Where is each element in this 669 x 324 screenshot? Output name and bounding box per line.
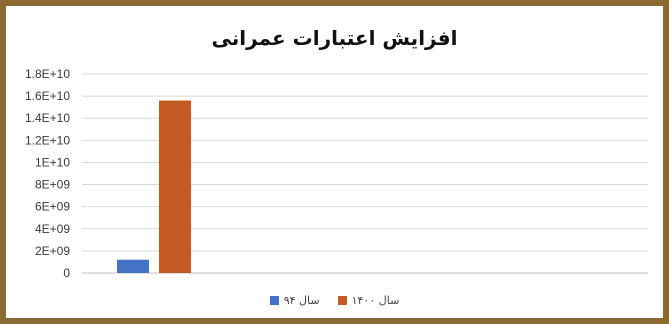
y-tick-label: 8E+09 <box>35 178 70 192</box>
legend-label-series-1: سال ۹۴ <box>283 294 320 307</box>
legend-swatch-series-1 <box>269 296 279 305</box>
y-tick-label: 0 <box>63 266 70 280</box>
chart-title: افزایش اعتبارات عمرانی <box>211 26 458 50</box>
y-tick-label: 1.4E+10 <box>25 111 70 125</box>
y-axis: 0 2E+09 4E+09 6E+09 8E+09 1E+10 1.2E+10 1.4E+10… <box>25 67 70 280</box>
y-tick-label: 1.6E+10 <box>25 89 70 103</box>
y-tick-label: 1.8E+10 <box>25 67 70 81</box>
y-tick-label: 1E+10 <box>35 155 70 169</box>
y-tick-label: 6E+09 <box>35 200 70 214</box>
legend-item-series-2: سال ۱۴۰۰ <box>337 294 400 307</box>
y-tick-label: 4E+09 <box>35 222 70 236</box>
legend-label-series-2: سال ۱۴۰۰ <box>351 294 400 307</box>
bar-series-1 <box>117 259 149 273</box>
legend-swatch-series-2 <box>337 296 347 305</box>
bar-series-2 <box>159 100 191 274</box>
y-tick-label: 2E+09 <box>35 244 70 258</box>
legend: سال ۹۴ سال ۱۴۰۰ <box>0 294 669 307</box>
legend-item-series-1: سال ۹۴ <box>269 294 320 307</box>
bars <box>117 100 191 274</box>
y-tick-label: 1.2E+10 <box>25 133 70 147</box>
